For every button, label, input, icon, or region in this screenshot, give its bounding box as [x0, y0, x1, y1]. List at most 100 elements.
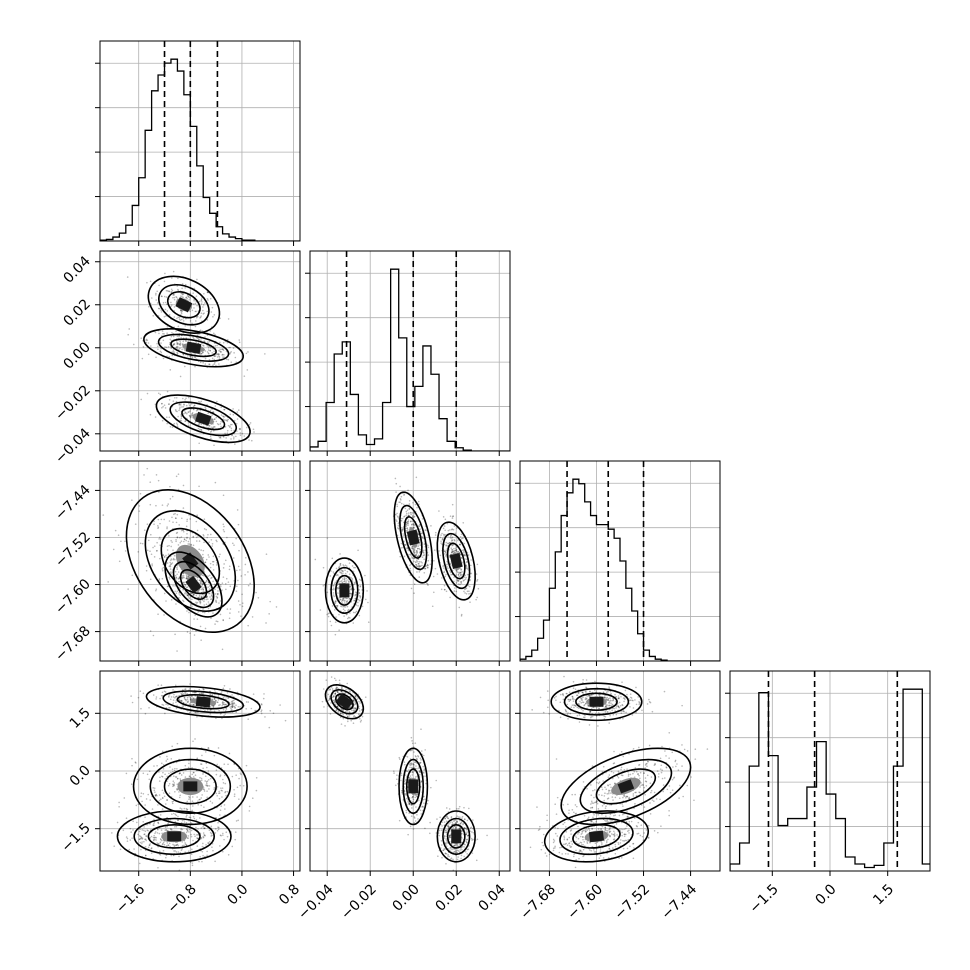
- sample-point: [168, 535, 170, 537]
- sample-point: [167, 345, 170, 348]
- sample-point: [176, 342, 179, 344]
- sample-point: [342, 713, 345, 716]
- sample-point: [209, 800, 212, 803]
- sample-point: [185, 296, 187, 299]
- sample-point: [231, 694, 233, 696]
- sample-point: [209, 425, 211, 427]
- sample-point: [128, 328, 131, 330]
- sample-point: [174, 850, 176, 852]
- sample-point: [434, 567, 437, 570]
- sample-point: [175, 576, 177, 579]
- sample-point: [176, 536, 179, 539]
- sample-point: [436, 573, 439, 575]
- sample-point: [195, 540, 198, 542]
- sample-point: [210, 594, 213, 596]
- sample-point: [263, 693, 265, 695]
- sample-point: [207, 352, 210, 354]
- sample-point: [200, 596, 203, 599]
- sample-point: [198, 423, 201, 425]
- sample-point: [467, 554, 470, 556]
- sample-point: [154, 331, 157, 334]
- sample-point: [141, 838, 143, 840]
- sample-point: [157, 479, 160, 482]
- sample-point: [184, 692, 187, 695]
- sample-point: [217, 747, 220, 749]
- density-peak: [339, 583, 350, 598]
- sample-point: [181, 406, 183, 408]
- sample-point: [157, 524, 159, 527]
- sample-point: [353, 599, 355, 602]
- sample-point: [187, 575, 190, 577]
- density-contour: [169, 401, 238, 437]
- sample-point: [232, 557, 235, 559]
- sample-point: [197, 596, 199, 599]
- sample-point: [231, 708, 233, 711]
- sample-point: [185, 698, 187, 701]
- sample-point: [231, 704, 234, 707]
- sample-point: [175, 295, 177, 298]
- sample-point: [355, 610, 358, 613]
- sample-point: [146, 549, 149, 552]
- sample-point: [199, 601, 202, 604]
- sample-point: [231, 706, 234, 709]
- density-peak: [183, 781, 198, 792]
- sample-point: [152, 838, 155, 841]
- sample-point: [400, 517, 403, 520]
- sample-point: [174, 408, 177, 411]
- sample-point: [175, 532, 178, 535]
- sample-point: [204, 336, 206, 338]
- sample-point: [416, 793, 418, 796]
- sample-point: [415, 550, 418, 552]
- sample-point: [153, 765, 155, 767]
- sample-point: [159, 544, 161, 546]
- sample-point: [443, 567, 445, 570]
- sample-point: [401, 526, 403, 529]
- sample-point: [345, 597, 348, 600]
- sample-point: [187, 576, 190, 578]
- sample-point: [181, 700, 183, 702]
- density-contour: [116, 810, 232, 863]
- sample-point: [223, 356, 225, 359]
- sample-point: [418, 565, 421, 568]
- sample-point: [199, 361, 202, 364]
- sample-point: [182, 540, 185, 543]
- sample-point: [185, 340, 188, 342]
- sample-point: [195, 603, 198, 605]
- sample-point: [457, 550, 460, 553]
- sample-point: [350, 696, 352, 698]
- sample-point: [154, 794, 157, 797]
- sample-point: [182, 340, 185, 343]
- sample-point: [163, 614, 165, 616]
- sample-point: [410, 513, 412, 516]
- sample-point: [466, 568, 469, 570]
- sample-point: [206, 709, 209, 711]
- sample-point: [182, 484, 185, 487]
- y-tick-label-p2: −7.60: [52, 576, 94, 618]
- sample-point: [187, 295, 190, 297]
- sample-point: [150, 553, 153, 556]
- sample-point: [414, 561, 417, 564]
- sample-point: [140, 836, 143, 839]
- sample-point: [176, 285, 179, 287]
- sample-point: [216, 344, 218, 347]
- sample-point: [187, 596, 190, 598]
- sample-point: [404, 793, 407, 795]
- sample-point: [457, 580, 459, 582]
- sample-point: [182, 772, 185, 774]
- sample-point: [423, 769, 425, 771]
- sample-point: [153, 824, 155, 827]
- sample-point: [328, 697, 331, 699]
- sample-point: [171, 354, 174, 357]
- sample-point: [180, 529, 183, 532]
- sample-point: [197, 803, 200, 806]
- sample-point: [160, 839, 163, 842]
- sample-point: [206, 766, 208, 769]
- sample-point: [167, 503, 170, 505]
- sample-point: [175, 603, 177, 605]
- sample-point: [434, 534, 437, 536]
- sample-point: [221, 787, 224, 789]
- sample-point: [453, 547, 455, 550]
- y-tick-label-p1: 0.02: [60, 296, 93, 329]
- sample-point: [446, 542, 449, 545]
- sample-point: [169, 564, 172, 567]
